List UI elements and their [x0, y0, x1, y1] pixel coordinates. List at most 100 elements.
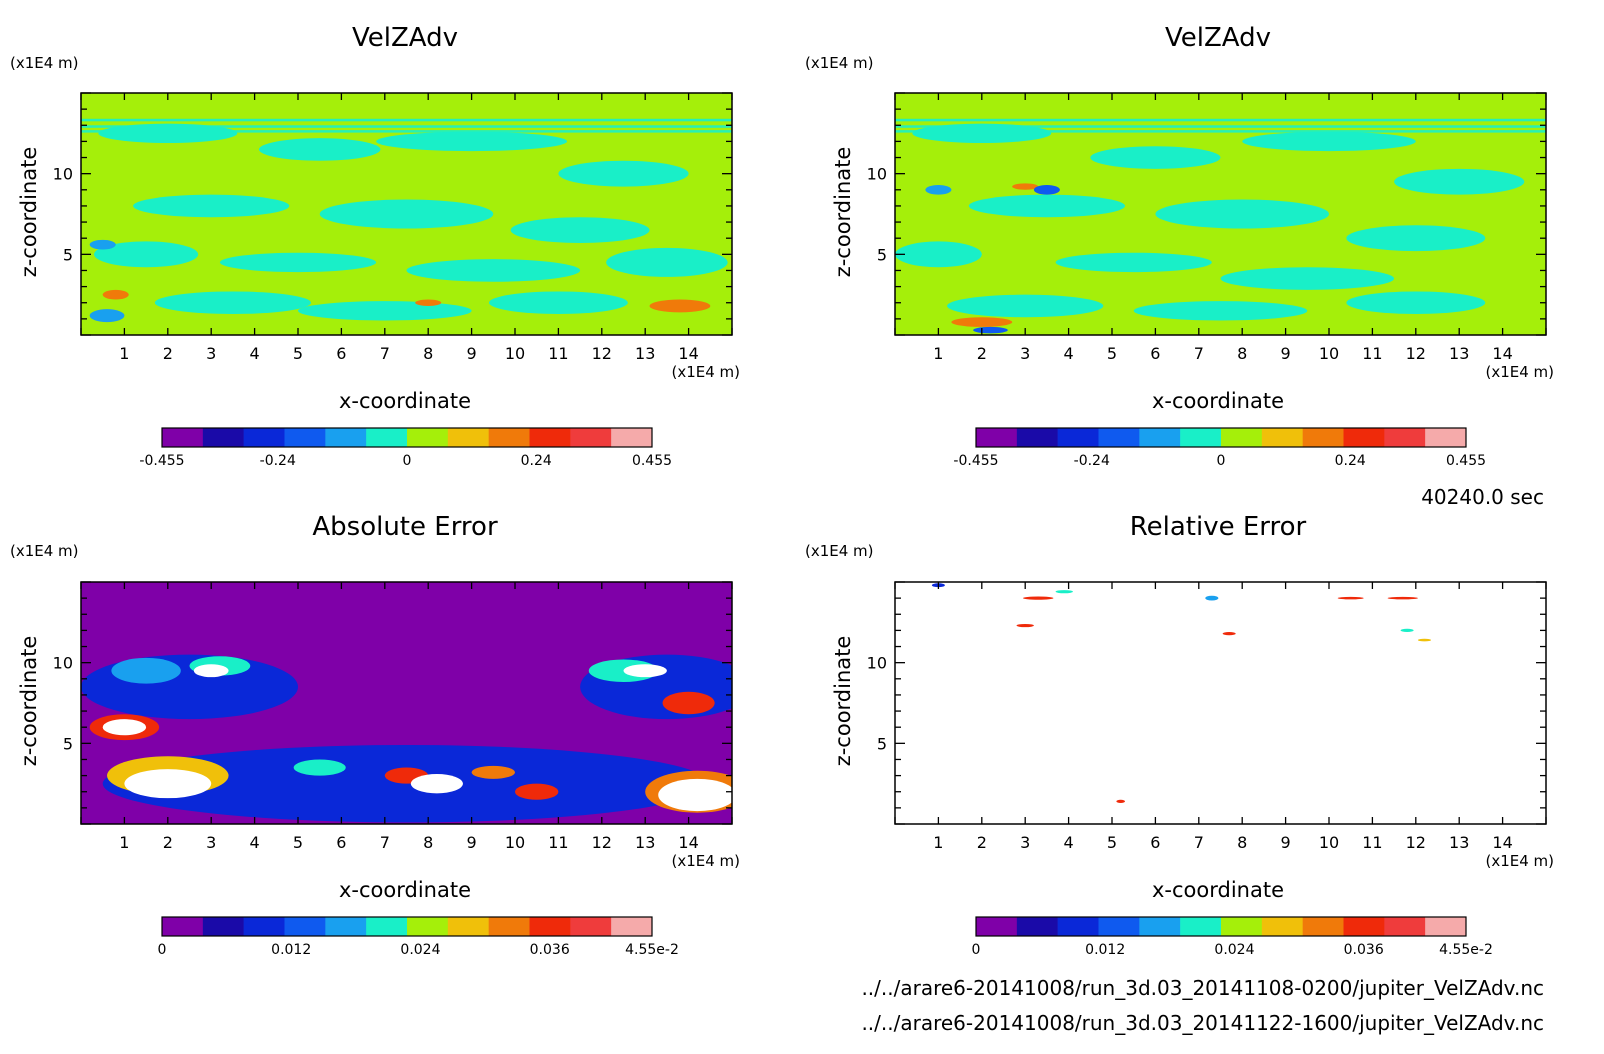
contour-blob — [258, 138, 381, 161]
field-background — [895, 582, 1546, 824]
x-tick-label: 5 — [1107, 344, 1117, 363]
colorbar-segment — [1261, 917, 1303, 936]
y-tick-label: 5 — [877, 734, 887, 753]
x-unit-label: (x1E4 m) — [1485, 852, 1554, 870]
contour-blob — [1387, 596, 1418, 600]
x-tick-label: 4 — [1064, 344, 1074, 363]
x-tick-label: 5 — [293, 344, 303, 363]
contour-blob — [1346, 225, 1486, 252]
colorbar-segment — [488, 428, 530, 447]
contour-blob — [293, 759, 346, 776]
colorbar-tick-label: 0.24 — [1335, 453, 1366, 469]
x-tick-label: 7 — [380, 344, 390, 363]
colorbar-segment — [1057, 917, 1099, 936]
contour-field — [895, 582, 1546, 824]
strata-band — [895, 130, 1546, 133]
contour-blob — [1400, 628, 1414, 633]
panel-absolute-error: Absolute Error (x1E4 m) (x1E4 m) x-coord… — [10, 512, 740, 958]
x-tick-label: 9 — [467, 833, 477, 852]
y-unit-label: (x1E4 m) — [10, 542, 79, 560]
panel-title: Absolute Error — [312, 512, 498, 542]
y-tick-label: 10 — [53, 165, 73, 184]
colorbar-tick-label: -0.455 — [953, 453, 998, 469]
plot-frame — [80, 92, 733, 336]
colorbar-segment — [570, 917, 612, 936]
y-axis-label: z-coordinate — [17, 147, 41, 278]
colorbar-segment — [611, 428, 653, 447]
contour-blob — [973, 326, 1008, 334]
contour-blob — [968, 194, 1126, 218]
contour-blob — [488, 291, 628, 315]
contour-blob — [415, 299, 442, 306]
y-axis-label: z-coordinate — [831, 636, 855, 767]
strata-band — [895, 125, 1546, 128]
plot-frame — [894, 581, 1547, 825]
x-tick-label: 12 — [1406, 833, 1426, 852]
contour-blob — [102, 289, 129, 300]
colorbar-segment — [447, 917, 489, 936]
contour-blob — [947, 294, 1104, 318]
x-tick-label: 7 — [1194, 833, 1204, 852]
colorbar-segment — [1343, 917, 1385, 936]
contour-blob — [298, 301, 472, 321]
y-tick-label: 5 — [877, 245, 887, 264]
colorbar-segment — [202, 917, 244, 936]
contour-blob — [124, 769, 212, 799]
contour-blob — [94, 241, 199, 268]
contour-blob — [89, 239, 116, 250]
x-tick-label: 9 — [1281, 833, 1291, 852]
contour-blob — [623, 664, 667, 678]
colorbar-tick-label: 0 — [403, 453, 412, 469]
x-tick-label: 10 — [505, 344, 525, 363]
x-tick-label: 11 — [1362, 833, 1382, 852]
colorbar-tick-label: 0.012 — [271, 942, 311, 958]
colorbar-tick-label: 0 — [972, 942, 981, 958]
colorbar-segment — [529, 428, 571, 447]
x-tick-label: 2 — [977, 833, 987, 852]
contour-blob — [662, 691, 715, 715]
colorbar-segment — [1098, 917, 1140, 936]
x-tick-label: 13 — [1449, 833, 1469, 852]
colorbar-segment — [529, 917, 571, 936]
panel-title: Relative Error — [1130, 512, 1307, 542]
y-tick-label: 10 — [867, 654, 887, 673]
colorbar-tick-label: 4.55e-2 — [1439, 942, 1493, 958]
panel-title: VelZAdv — [352, 23, 458, 53]
contour-blob — [1090, 146, 1221, 169]
colorbar-tick-label: 0.024 — [1214, 942, 1254, 958]
x-unit-label: (x1E4 m) — [1485, 363, 1554, 381]
contour-blob — [1116, 799, 1126, 804]
contour-blob — [1016, 623, 1034, 628]
colorbar-segment — [284, 917, 326, 936]
y-unit-label: (x1E4 m) — [805, 542, 874, 560]
contour-blob — [925, 184, 952, 195]
x-tick-label: 14 — [678, 344, 698, 363]
x-axis-label: x-coordinate — [339, 878, 471, 902]
x-unit-label: (x1E4 m) — [671, 852, 740, 870]
contour-blob — [133, 194, 290, 218]
colorbar-tick-label: 0.24 — [521, 453, 552, 469]
colorbar-segment — [1139, 428, 1181, 447]
x-tick-label: 3 — [1020, 833, 1030, 852]
colorbar-tick-label: 4.55e-2 — [625, 942, 679, 958]
colorbar-segment — [325, 917, 367, 936]
colorbar-segment — [1057, 428, 1099, 447]
contour-blob — [102, 719, 147, 736]
colorbar-segment — [611, 917, 653, 936]
contour-blob — [912, 123, 1052, 144]
colorbar-segment — [1180, 428, 1222, 447]
x-axis-label: x-coordinate — [1152, 878, 1284, 902]
x-tick-label: 1 — [119, 833, 129, 852]
colorbar-tick-label: 0.036 — [1344, 942, 1384, 958]
x-tick-label: 8 — [423, 833, 433, 852]
contour-blob — [1337, 596, 1364, 600]
contour-blob — [649, 299, 711, 313]
contour-blob — [606, 247, 728, 277]
colorbar-segment — [325, 428, 367, 447]
colorbar-segment — [1180, 917, 1222, 936]
x-tick-label: 10 — [505, 833, 525, 852]
colorbar-segment — [366, 917, 408, 936]
colorbar-segment — [976, 428, 1018, 447]
colorbar-tick-label: -0.24 — [260, 453, 296, 469]
